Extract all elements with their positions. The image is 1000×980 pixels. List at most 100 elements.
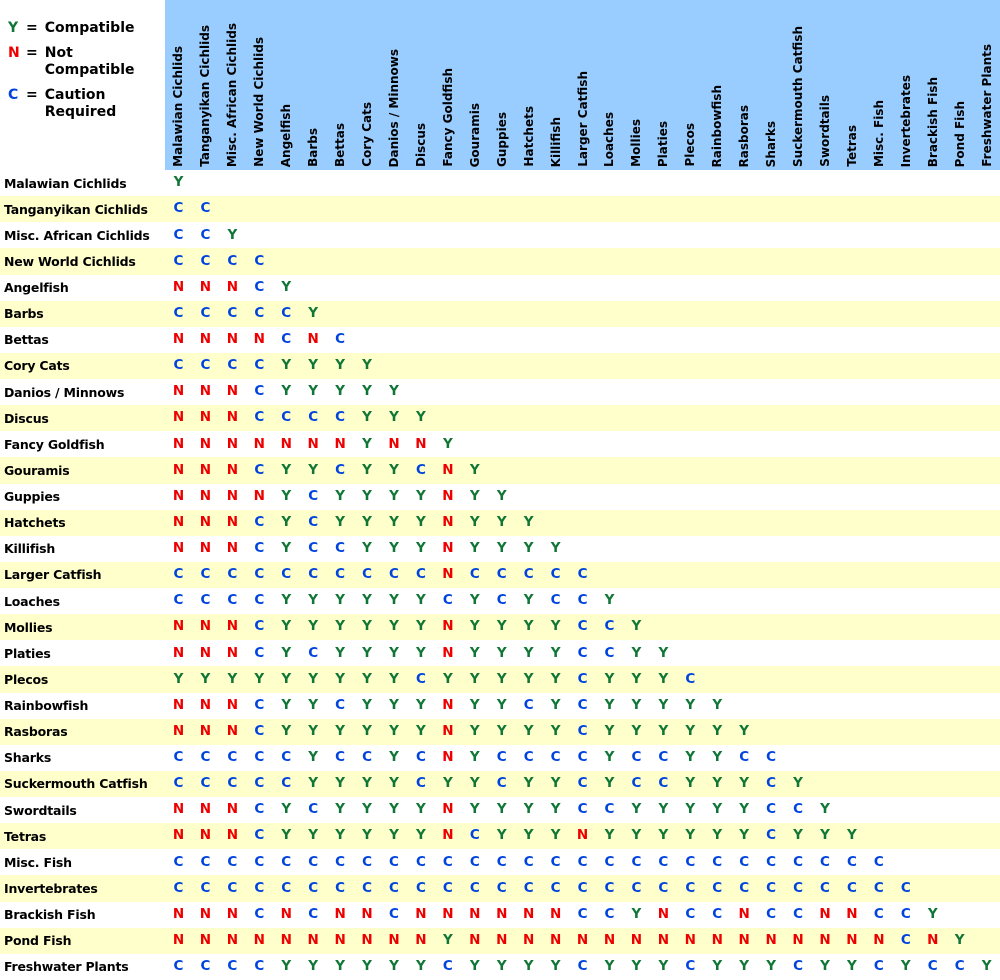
matrix-cell: C bbox=[192, 849, 219, 875]
matrix-cell: C bbox=[785, 954, 812, 980]
cell-value: C bbox=[442, 879, 453, 896]
cell-value: Y bbox=[523, 670, 534, 687]
matrix-cell: Y bbox=[515, 614, 542, 640]
cell-value: Y bbox=[523, 513, 534, 530]
matrix-cell: C bbox=[327, 536, 354, 562]
matrix-cell bbox=[758, 719, 785, 745]
cell-value: Y bbox=[335, 644, 345, 661]
matrix-cell: N bbox=[165, 275, 192, 301]
cell-value: Y bbox=[469, 958, 480, 975]
cell-value: Y bbox=[550, 722, 561, 739]
matrix-cell: C bbox=[434, 875, 461, 901]
column-header-label: Suckermouth Catfish bbox=[791, 26, 806, 167]
matrix-cell bbox=[838, 771, 865, 797]
matrix-cell bbox=[919, 405, 946, 431]
cell-value: C bbox=[200, 879, 211, 896]
matrix-cell: C bbox=[327, 875, 354, 901]
cell-value: C bbox=[685, 879, 696, 896]
matrix-cell: Y bbox=[488, 510, 515, 536]
matrix-cell bbox=[785, 510, 812, 536]
row-label: Invertebrates bbox=[4, 880, 98, 896]
cell-value: Y bbox=[389, 383, 399, 400]
matrix-cell: C bbox=[785, 875, 812, 901]
matrix-cell bbox=[973, 379, 1000, 405]
matrix-cell: Y bbox=[488, 666, 515, 692]
cell-value: Y bbox=[793, 775, 803, 792]
matrix-cell: C bbox=[704, 849, 731, 875]
cell-value: Y bbox=[416, 827, 426, 844]
matrix-cell bbox=[381, 248, 408, 274]
cell-value: Y bbox=[281, 827, 292, 844]
cell-value: Y bbox=[362, 775, 372, 792]
matrix-cell: Y bbox=[461, 640, 488, 666]
matrix-cell bbox=[515, 431, 542, 457]
matrix-cell: N bbox=[569, 928, 596, 954]
cell-value: N bbox=[226, 513, 238, 530]
matrix-cell: Y bbox=[300, 954, 327, 980]
matrix-cell bbox=[973, 928, 1000, 954]
matrix-cell: Y bbox=[381, 745, 408, 771]
matrix-cell: C bbox=[381, 875, 408, 901]
cell-value: C bbox=[254, 722, 265, 739]
cell-value: C bbox=[362, 879, 372, 896]
cell-value: N bbox=[199, 931, 212, 948]
matrix-cell: C bbox=[461, 823, 488, 849]
matrix-cell: C bbox=[381, 562, 408, 588]
cell-value: N bbox=[657, 931, 669, 948]
cell-value: N bbox=[442, 722, 454, 739]
matrix-cell: Y bbox=[704, 797, 731, 823]
table-row: Larger Catfish C C C C C C C C C C N C C C C C bbox=[0, 561, 1000, 588]
matrix-cell bbox=[677, 457, 704, 483]
cell-value: N bbox=[388, 435, 400, 452]
matrix-cell bbox=[488, 170, 515, 196]
matrix-cell bbox=[892, 327, 919, 353]
matrix-cell: Y bbox=[354, 431, 381, 457]
column-header-label: Bettas bbox=[333, 123, 348, 167]
legend-equals: = bbox=[26, 20, 38, 36]
matrix-cell: Y bbox=[407, 588, 434, 614]
matrix-cell bbox=[677, 431, 704, 457]
cell-value: C bbox=[873, 905, 884, 922]
cell-value: Y bbox=[739, 775, 750, 792]
cell-value: C bbox=[631, 775, 642, 792]
matrix-cell: N bbox=[165, 797, 192, 823]
table-row: Hatchets N N N C Y C Y Y Y Y N Y Y Y bbox=[0, 509, 1000, 536]
matrix-cell: C bbox=[192, 954, 219, 980]
column-header: Invertebrates bbox=[892, 0, 919, 170]
cell-value: C bbox=[308, 905, 319, 922]
matrix-cell: C bbox=[596, 875, 623, 901]
cell-value: N bbox=[172, 487, 185, 504]
matrix-cell bbox=[596, 457, 623, 483]
cell-value: Y bbox=[416, 958, 426, 975]
matrix-cell: Y bbox=[812, 954, 839, 980]
cell-value: N bbox=[819, 931, 831, 948]
matrix-cell bbox=[812, 405, 839, 431]
cell-value: Y bbox=[308, 696, 319, 713]
cell-value: C bbox=[200, 592, 211, 609]
column-header-label: Gouramis bbox=[467, 102, 482, 167]
matrix-cell: Y bbox=[515, 797, 542, 823]
cell-value: C bbox=[389, 905, 399, 922]
matrix-cell: Y bbox=[327, 510, 354, 536]
cell-value: Y bbox=[550, 696, 561, 713]
matrix-cell bbox=[919, 222, 946, 248]
matrix-cell: C bbox=[192, 222, 219, 248]
row-label: Malawian Cichlids bbox=[4, 175, 127, 191]
matrix-cell: Y bbox=[381, 510, 408, 536]
matrix-cell: C bbox=[758, 771, 785, 797]
cell-value: Y bbox=[335, 670, 345, 687]
matrix-cell bbox=[892, 797, 919, 823]
cell-value: Y bbox=[631, 644, 642, 661]
cell-value: Y bbox=[469, 513, 480, 530]
cell-value: Y bbox=[362, 801, 372, 818]
matrix-cell bbox=[758, 431, 785, 457]
matrix-cell bbox=[650, 510, 677, 536]
cell-value: N bbox=[199, 618, 212, 635]
matrix-cell: C bbox=[246, 719, 273, 745]
cell-value: Y bbox=[469, 487, 480, 504]
matrix-cell: C bbox=[812, 875, 839, 901]
table-row: Pond Fish N N N N N N N N N N Y N N N N N N N N N N N N N N N N C N Y bbox=[0, 927, 1000, 954]
matrix-cell bbox=[327, 275, 354, 301]
